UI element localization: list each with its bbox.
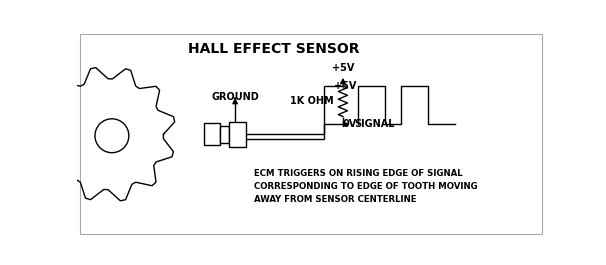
Text: GROUND: GROUND: [211, 92, 259, 102]
Text: +5V: +5V: [335, 81, 357, 91]
Text: HALL EFFECT SENSOR: HALL EFFECT SENSOR: [188, 42, 359, 56]
Text: ECM TRIGGERS ON RISING EDGE OF SIGNAL
CORRESPONDING TO EDGE OF TOOTH MOVING
AWAY: ECM TRIGGERS ON RISING EDGE OF SIGNAL CO…: [255, 169, 478, 204]
Bar: [204, 123, 220, 145]
Text: 1K OHM: 1K OHM: [290, 96, 334, 106]
Text: +5V: +5V: [331, 63, 354, 73]
Text: 0V: 0V: [342, 119, 357, 129]
Bar: [229, 122, 246, 147]
Bar: [220, 126, 229, 143]
Text: SIGNAL: SIGNAL: [355, 119, 395, 129]
